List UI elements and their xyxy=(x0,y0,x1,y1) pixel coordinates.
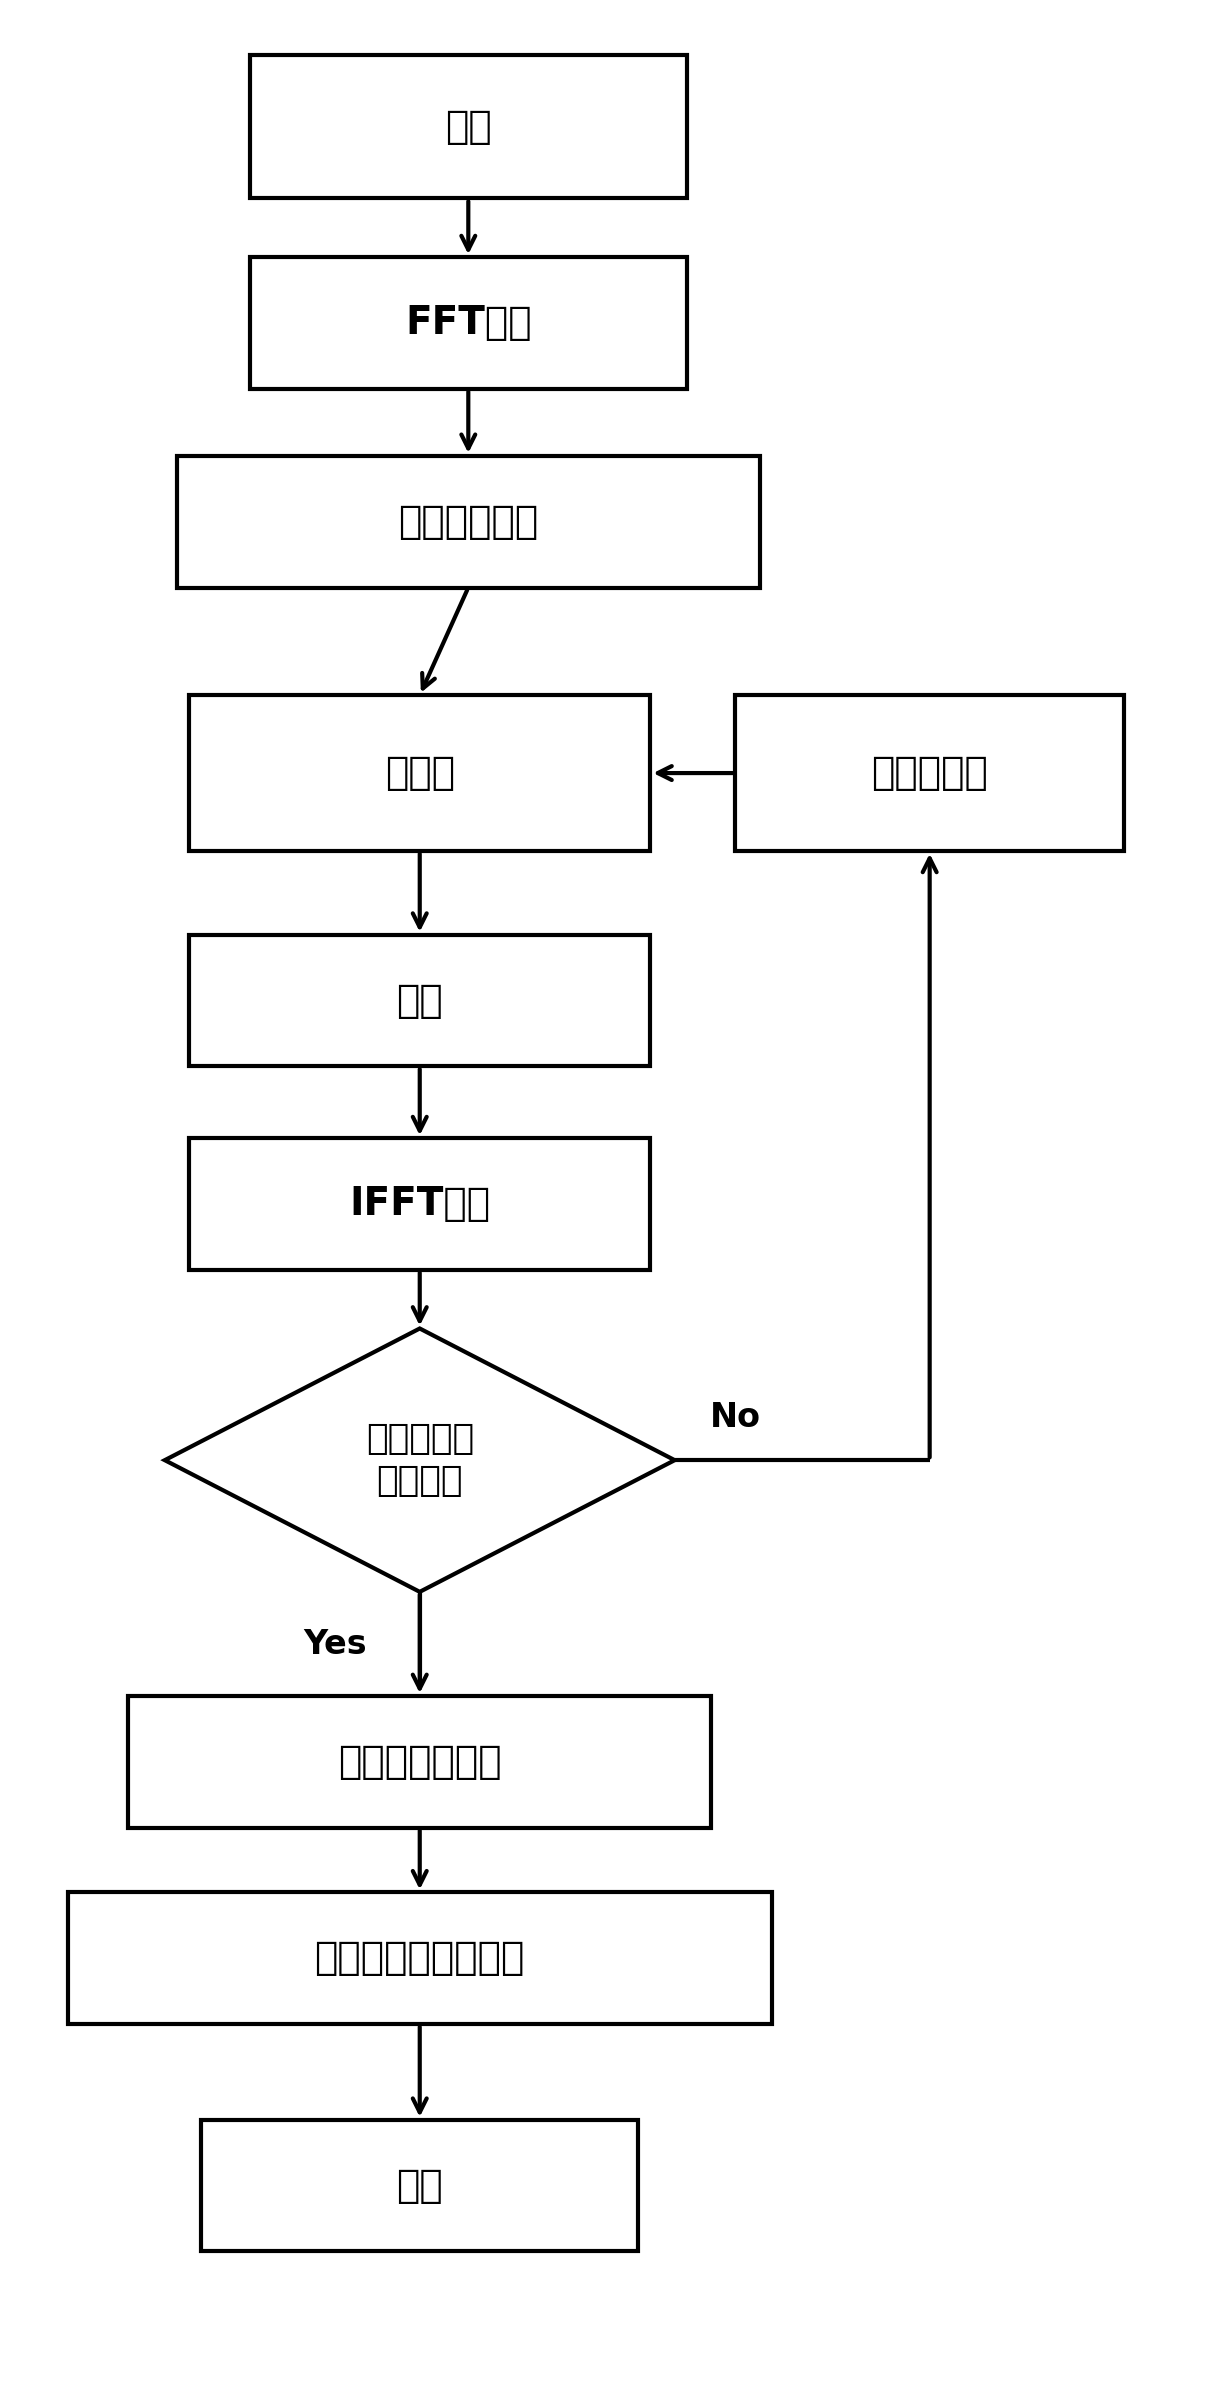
Bar xyxy=(177,455,760,588)
Bar xyxy=(736,696,1124,850)
Text: 映射: 映射 xyxy=(397,982,443,1019)
Bar xyxy=(201,2119,639,2251)
Bar xyxy=(189,934,651,1067)
Text: 码字检测和时偏估计: 码字检测和时偏估计 xyxy=(314,1938,524,1977)
Text: 选取测距码: 选取测距码 xyxy=(871,754,989,792)
Text: 设定自适应门限: 设定自适应门限 xyxy=(338,1743,501,1782)
Text: IFFT变换: IFFT变换 xyxy=(349,1185,490,1223)
Bar xyxy=(129,1695,711,1828)
Bar xyxy=(189,696,651,850)
Bar xyxy=(189,1139,651,1269)
Text: 取出测距数据: 取出测距数据 xyxy=(398,503,538,542)
Text: FFT变换: FFT变换 xyxy=(405,303,532,342)
Text: No: No xyxy=(710,1401,761,1433)
Bar xyxy=(249,258,686,388)
Text: 测相关: 测相关 xyxy=(384,754,454,792)
Bar xyxy=(249,55,686,197)
Text: Yes: Yes xyxy=(303,1628,367,1662)
Polygon shape xyxy=(165,1329,674,1592)
Text: 结束: 结束 xyxy=(397,2167,443,2206)
Text: 接收: 接收 xyxy=(445,108,491,144)
Text: 本地码字测
试结束？: 本地码字测 试结束？ xyxy=(366,1423,474,1498)
Bar xyxy=(68,1893,772,2025)
